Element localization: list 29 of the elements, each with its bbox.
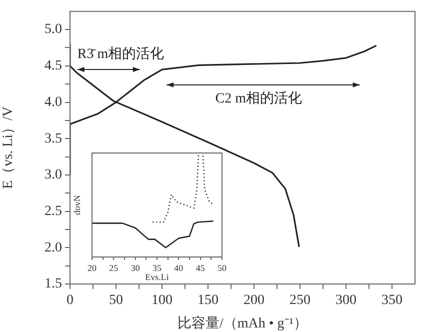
y-tick-label: 3.5 — [44, 131, 62, 146]
y-tick-label: 1.5 — [44, 276, 62, 292]
y-axis-title: dovN — [72, 194, 82, 215]
x-tick-label: 50 — [109, 293, 123, 308]
y-tick-label: 4.0 — [44, 94, 62, 110]
y-tick-label: 2.5 — [44, 204, 62, 219]
x-tick-label: 150 — [198, 293, 218, 308]
annotation: R3̄ m相的活化 — [77, 46, 164, 62]
y-axis-title: E（vs. Li）/V — [1, 106, 16, 189]
y-tick-label: 2.0 — [44, 240, 62, 256]
x-tick-label: 100 — [152, 293, 172, 308]
x-tick-label: 25 — [109, 262, 119, 273]
x-tick-label: 35 — [152, 262, 162, 273]
x-tick-label: 40 — [174, 262, 184, 273]
x-tick-label: 50 — [218, 262, 227, 273]
x-tick-label: 250 — [290, 293, 310, 308]
x-axis-title: Evs.Li — [145, 272, 170, 282]
x-tick-label: 350 — [382, 293, 402, 308]
x-axis-title: 比容量/（mAh • g⁻¹） — [178, 315, 308, 332]
y-tick-label: 3.0 — [44, 168, 62, 183]
x-tick-label: 20 — [88, 262, 97, 273]
y-tick-label: 4.5 — [44, 58, 62, 74]
x-tick-label: 200 — [244, 293, 264, 308]
x-tick-label: 45 — [196, 262, 206, 273]
x-tick-label: 30 — [130, 262, 140, 273]
x-tick-label: 0 — [66, 293, 74, 308]
x-tick-label: 300 — [336, 293, 356, 308]
y-tick-label: 5.0 — [44, 22, 62, 38]
annotation: C2 m相的活化 — [215, 90, 302, 106]
